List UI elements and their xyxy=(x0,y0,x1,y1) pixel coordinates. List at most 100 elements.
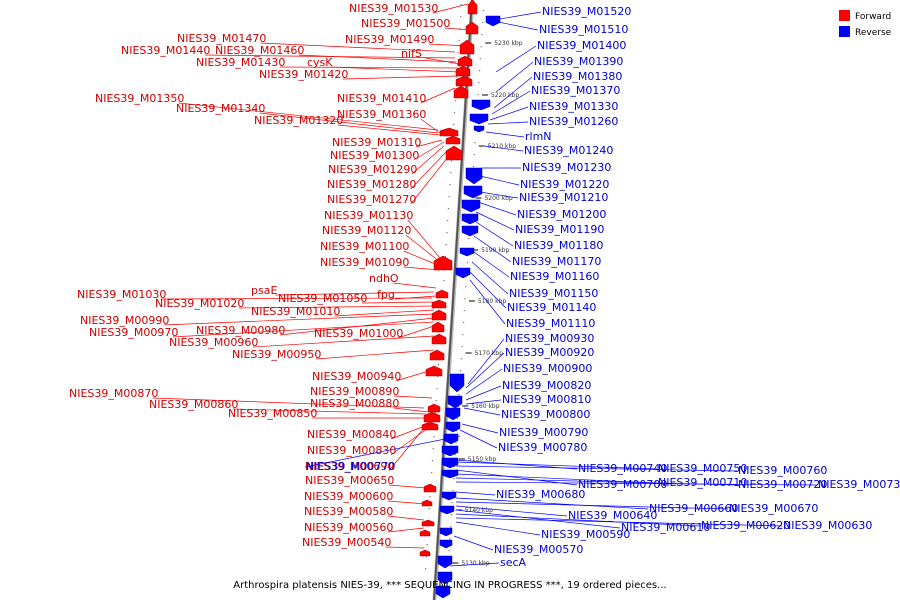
gene-layer xyxy=(419,0,501,599)
reverse-gene-arrow xyxy=(437,571,453,585)
forward-gene-leader xyxy=(315,349,435,360)
reverse-gene-arrow xyxy=(461,213,479,225)
reverse-gene-label: NIES39_M00780 xyxy=(498,441,587,454)
forward-gene-leader xyxy=(393,407,429,413)
forward-gene-arrow xyxy=(455,75,473,87)
reverse-gene-label: NIES39_M00790 xyxy=(499,426,588,439)
reverse-gene-label: NIES39_M00610 xyxy=(621,521,710,534)
reverse-gene-arrow xyxy=(459,247,475,257)
reverse-gene-label: NIES39_M01150 xyxy=(509,287,598,300)
axis-tick-label: 5200 kbp xyxy=(484,195,512,202)
forward-gene-leader xyxy=(411,145,445,175)
reverse-gene-label: NIES39_M00570 xyxy=(494,543,583,556)
axis-dot xyxy=(462,322,465,324)
axis-tick-label: 5210 kbp xyxy=(488,143,516,150)
axis-tick-label: 5150 kbp xyxy=(468,456,496,463)
reverse-gene-leader xyxy=(455,497,649,510)
forward-gene-leader xyxy=(238,305,435,309)
axis-dot xyxy=(478,82,480,84)
forward-gene-leader xyxy=(410,151,447,190)
legend-reverse-swatch xyxy=(839,26,850,37)
axis-tick-label: 5130 kbp xyxy=(461,560,489,567)
reverse-gene-arrow xyxy=(485,15,501,27)
forward-gene-label: NIES39_M01440 xyxy=(121,44,210,57)
forward-gene-leader xyxy=(342,75,459,80)
reverse-gene-label: NIES39_M01330 xyxy=(529,100,618,113)
reverse-gene-leader xyxy=(455,513,701,527)
axis-dot xyxy=(451,502,453,504)
reverse-gene-leader xyxy=(469,279,506,325)
reverse-gene-label: NIES39_M00930 xyxy=(505,332,594,345)
reverse-gene-label: NIES39_M01390 xyxy=(534,55,623,68)
reverse-gene-leader xyxy=(471,261,509,295)
reverse-gene-arrow xyxy=(447,395,463,409)
tick-layer: 5230 kbp 5220 kbp 5210 kbp 5200 kbp 5190 kbp… xyxy=(452,40,523,567)
forward-gene-arrow xyxy=(459,39,475,55)
reverse-gene-label: NIES39_M01220 xyxy=(520,178,609,191)
forward-gene-arrow xyxy=(453,85,469,99)
reverse-gene-label: NIES39_M01190 xyxy=(515,223,604,236)
forward-gene-leader xyxy=(403,250,441,267)
axis-dot xyxy=(461,346,463,348)
forward-gene-arrow xyxy=(431,309,447,321)
reverse-gene-label: NIES39_M00730 xyxy=(818,478,900,491)
forward-gene-label: NIES39_M01430 xyxy=(196,56,285,69)
reverse-gene-label: NIES39_M00800 xyxy=(501,408,590,421)
reverse-gene-label: NIES39_M00620 xyxy=(701,519,790,532)
reverse-gene-leader xyxy=(475,211,515,231)
axis-dot xyxy=(450,526,452,528)
reverse-gene-label: NIES39_M00810 xyxy=(502,393,591,406)
forward-gene-leader xyxy=(152,397,425,409)
forward-gene-arrow xyxy=(419,529,431,537)
map-caption: Arthrospira platensis NIES-39, *** SEQUE… xyxy=(233,580,666,591)
reverse-gene-leader xyxy=(469,271,507,309)
reverse-gene-label: NIES39_M00740 xyxy=(578,462,667,475)
reverse-gene-label: NIES39_M01140 xyxy=(507,301,596,314)
axis-dot xyxy=(453,478,455,480)
axis-dot xyxy=(436,388,438,390)
forward-gene-leader xyxy=(393,282,437,289)
forward-gene-leader xyxy=(388,484,427,489)
forward-gene-leader xyxy=(387,500,427,505)
reverse-gene-label: NIES39_M00630 xyxy=(783,519,872,532)
forward-gene-leader xyxy=(178,102,439,131)
forward-gene-label: NIES39_M00870 xyxy=(69,387,158,400)
forward-gene-leader xyxy=(232,408,427,415)
forward-gene-leader xyxy=(388,427,425,472)
reverse-gene-leader xyxy=(475,221,514,247)
forward-gene-label: psaE xyxy=(251,284,277,297)
reverse-gene-leader xyxy=(463,407,501,416)
axis-dot xyxy=(450,160,453,162)
forward-gene-leader xyxy=(298,54,457,63)
axis-dot xyxy=(444,256,446,258)
axis-dot xyxy=(449,184,451,186)
axis-dot xyxy=(482,10,484,12)
reverse-gene-arrow xyxy=(449,373,465,393)
reverse-gene-label: NIES39_M01380 xyxy=(533,70,622,83)
reverse-gene-label: NIES39_M01510 xyxy=(539,23,628,36)
forward-gene-label: NIES39_M01130 xyxy=(324,209,413,222)
axis-dot xyxy=(479,58,481,60)
forward-gene-leader xyxy=(420,87,456,104)
axis-dot xyxy=(456,76,458,78)
forward-gene-leader xyxy=(420,118,441,134)
axis-dot xyxy=(447,208,450,210)
genome-axis xyxy=(433,0,473,600)
reverse-gene-label: NIES39_M01110 xyxy=(506,317,595,330)
reverse-gene-arrow xyxy=(455,267,471,279)
reverse-gene-leader xyxy=(455,517,783,527)
axis-dot xyxy=(455,442,457,444)
forward-gene-arrow xyxy=(445,135,461,145)
forward-gene-label: NIES39_M01470 xyxy=(177,32,266,45)
axis-dot xyxy=(429,496,431,498)
forward-gene-label: NIES39_M00960 xyxy=(169,336,258,349)
forward-gene-label: NIES39_M01410 xyxy=(337,92,426,105)
reverse-gene-leader xyxy=(449,562,500,567)
forward-gene-leader xyxy=(275,291,435,296)
forward-gene-leader xyxy=(172,321,435,338)
reverse-gene-leader xyxy=(485,131,525,138)
axis-dot xyxy=(464,298,466,300)
forward-gene-arrow xyxy=(457,55,473,67)
forward-gene-label: NIES39_M01310 xyxy=(332,136,421,149)
forward-gene-leader xyxy=(385,546,425,549)
